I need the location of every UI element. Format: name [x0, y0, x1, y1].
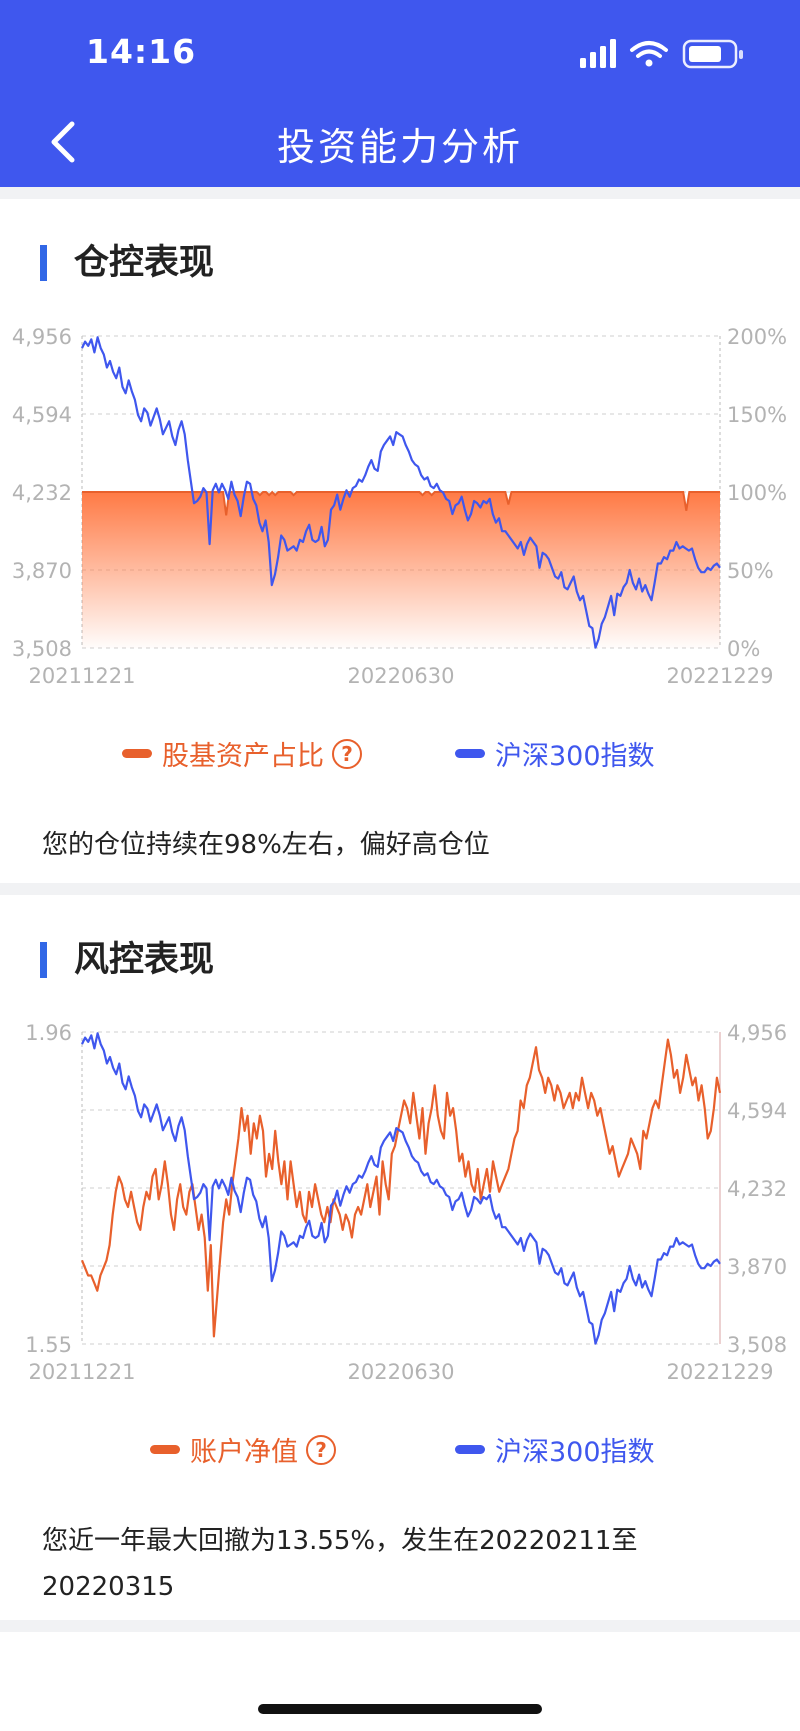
x-tick-label: 20221229 — [667, 664, 774, 688]
y-left-tick-label: 3,870 — [12, 559, 72, 583]
legend-item-net-value: 账户净值 ? — [150, 1430, 336, 1469]
y-left-tick-label: 4,956 — [12, 325, 72, 349]
legend-label-csi300: 沪深300指数 — [495, 741, 655, 772]
section-divider — [0, 187, 800, 199]
series-line — [80, 1038, 722, 1338]
cellular-signal-icon — [580, 39, 616, 68]
y-right-tick-label: 50% — [727, 559, 774, 583]
y-right-tick-label: 4,956 — [727, 1021, 787, 1045]
legend-label-equity-ratio: 股基资产占比 — [162, 741, 324, 772]
y-right-tick-label: 4,594 — [727, 1099, 787, 1123]
help-icon[interactable]: ? — [332, 738, 362, 769]
series-area — [82, 492, 720, 648]
legend-item-csi300: 沪深300指数 — [455, 734, 655, 773]
position-chart: 4,956 200% 4,594 150% 4,232 100% 3,870 50% 3,508… — [12, 325, 787, 688]
risk-chart: 1.96 4,956 4,594 4,232 3,870 1.55 3,508 2021122… — [25, 1021, 787, 1384]
app-header: 14:16 投资能力分析 — [0, 0, 800, 187]
series-line — [81, 1032, 721, 1345]
legend-item-equity-ratio: 股基资产占比 ? — [122, 734, 362, 773]
legend-item-csi300: 沪深300指数 — [455, 1430, 655, 1469]
risk-description: 您近一年最大回撤为13.55%，发生在20220211至20220315 — [42, 1526, 638, 1602]
position-legend: 股基资产占比 ? 沪深300指数 — [0, 734, 800, 774]
status-time: 14:16 — [86, 32, 197, 71]
position-description: 您的仓位持续在98%左右，偏好高仓位 — [42, 830, 490, 860]
section-divider — [0, 1620, 800, 1632]
y-left-tick-label: 4,594 — [12, 403, 72, 427]
series-line — [81, 336, 721, 649]
x-tick-label: 20211221 — [29, 664, 136, 688]
y-left-tick-label: 4,232 — [12, 481, 72, 505]
wifi-icon — [630, 41, 668, 67]
y-right-tick-label: 3,508 — [727, 1333, 787, 1357]
legend-label-net-value: 账户净值 — [190, 1437, 298, 1468]
section-divider — [0, 883, 800, 895]
x-tick-label: 20220630 — [348, 1360, 455, 1384]
x-tick-label: 20221229 — [667, 1360, 774, 1384]
y-left-tick-label: 1.96 — [25, 1021, 72, 1045]
position-section-title: 仓控表现 — [40, 243, 214, 283]
status-icons — [580, 39, 743, 69]
home-indicator[interactable] — [258, 1704, 542, 1714]
y-right-tick-label: 3,870 — [727, 1255, 787, 1279]
series-line — [82, 490, 720, 516]
back-chevron-icon[interactable] — [44, 118, 84, 166]
battery-icon — [682, 39, 743, 69]
y-left-tick-label: 3,508 — [12, 637, 72, 661]
x-tick-label: 20211221 — [29, 1360, 136, 1384]
y-right-tick-label: 100% — [727, 481, 787, 505]
risk-legend: 账户净值 ? 沪深300指数 — [0, 1430, 800, 1470]
y-right-tick-label: 150% — [727, 403, 787, 427]
risk-section-title: 风控表现 — [40, 940, 214, 980]
y-right-tick-label: 4,232 — [727, 1177, 787, 1201]
y-left-tick-label: 1.55 — [25, 1333, 72, 1357]
x-tick-label: 20220630 — [348, 664, 455, 688]
legend-swatch-orange — [122, 749, 152, 758]
legend-swatch-orange — [150, 1445, 180, 1454]
legend-label-csi300: 沪深300指数 — [495, 1437, 655, 1468]
legend-swatch-blue — [455, 749, 485, 758]
legend-swatch-blue — [455, 1445, 485, 1454]
y-right-tick-label: 200% — [727, 325, 787, 349]
help-icon[interactable]: ? — [306, 1434, 336, 1465]
y-right-tick-label: 0% — [727, 637, 760, 661]
page-title: 投资能力分析 — [276, 125, 523, 169]
